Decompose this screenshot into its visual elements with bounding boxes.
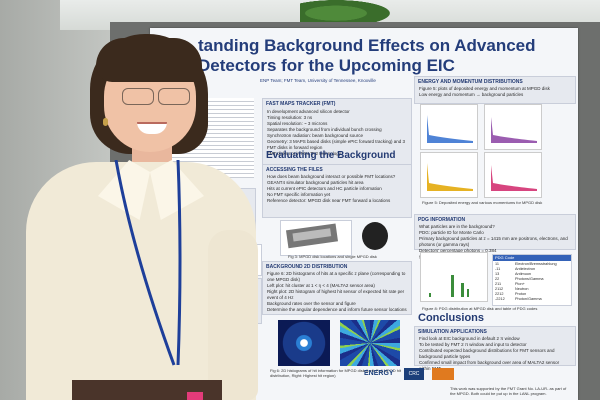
glasses <box>116 88 196 105</box>
pdg-heading: PDG INFORMATION <box>418 217 466 223</box>
pdg-table: PDG Code 11 -11 13 22 211 2112 2212 -2212 Elec… <box>492 254 572 306</box>
accessing-heading: ACCESSING THE FILES <box>266 167 323 173</box>
name-badge <box>187 392 203 400</box>
pdg-table-header: PDG Code <box>493 255 571 261</box>
title-line-1: tanding Background Effects on Advanced <box>198 36 536 55</box>
pdg-box: PDG INFORMATION What particles are in th… <box>414 214 576 259</box>
glasses-right-lens <box>158 88 190 105</box>
glasses-left-lens <box>122 88 154 105</box>
bg2d-heading: BACKGROUND 2D DISTRIBUTION <box>266 264 348 270</box>
mpgd-disk-photo <box>362 222 388 250</box>
ut-logo <box>432 368 454 380</box>
energy-histogram-blue <box>420 104 478 150</box>
momentum-histogram-purple <box>484 104 542 150</box>
title-line-2: Detectors for the Upcoming EIC <box>198 56 455 75</box>
hair-bangs <box>96 38 202 82</box>
energy-logo: ENERGY <box>364 370 394 377</box>
pdg-caption: Figure 8: PDG distribution at MPGD disk … <box>422 306 538 311</box>
hit-distribution-heatmap <box>278 320 330 366</box>
fig6-caption: Fig 6: 2D histograms of hit information … <box>270 368 401 378</box>
energy-box: ENERGY AND MOMENTUM DISTRIBUTIONS Figure… <box>414 76 576 104</box>
fig3-caption: Fig 3: MPGD disk locations and single MP… <box>288 254 377 259</box>
bg2d-box: BACKGROUND 2D DISTRIBUTION Figure 6: 2D … <box>262 261 412 315</box>
conclusions-box: SIMULATION APPLICATIONS Find look at EIC… <box>414 326 576 371</box>
bg2d-list: Figure 6: 2D histograms of hits at a spe… <box>267 271 407 312</box>
pdg-names: Electron/Bremsstrahlung Antielectron Antim… <box>515 262 557 301</box>
energy-heading: ENERGY AND MOMENTUM DISTRIBUTIONS <box>418 79 523 85</box>
pdg-histogram <box>420 252 488 302</box>
accessing-box: ACCESSING THE FILES How does beam backgr… <box>262 164 412 218</box>
conclusions-heading: Conclusions <box>418 312 485 324</box>
mpgd-disk-diagram <box>280 220 352 256</box>
right-arm <box>208 230 258 400</box>
fast-maps-list: In development advanced silicon detector… <box>267 109 406 156</box>
belt <box>72 380 222 400</box>
energy-histogram-yellow <box>420 152 478 198</box>
energy-list: Figure 5: plots of deposited energy and … <box>419 86 550 97</box>
smile <box>137 122 167 134</box>
authors: ENP Team; FMT Team, University of Tennes… <box>260 78 376 83</box>
sponsor-logos: ENERGY CRC <box>364 366 574 384</box>
hotspot-heatmap <box>340 320 400 366</box>
acknowledgement: This work was supported by the FMT Grant… <box>450 386 567 396</box>
crc-logo: CRC <box>404 368 424 380</box>
fast-maps-box: FAST MAPS TRACKER (FMT) In development a… <box>262 98 412 176</box>
accessing-list: How does beam background interact or pos… <box>267 174 396 203</box>
earring <box>103 118 108 126</box>
conclusions-list: Find look at EIC background in default 2… <box>419 336 560 371</box>
poster-title: tanding Background Effects on Advanced D… <box>198 36 568 76</box>
blue-lanyard <box>114 160 182 366</box>
momentum-histogram-pink <box>484 152 542 198</box>
evaluating-heading: Evaluating the Background <box>266 150 396 161</box>
simulation-heading: SIMULATION APPLICATIONS <box>418 329 487 335</box>
plant <box>300 0 390 22</box>
fast-maps-heading: FAST MAPS TRACKER (FMT) <box>266 101 336 107</box>
pdg-codes: 11 -11 13 22 211 2112 2212 -2212 <box>495 262 505 301</box>
fig5-caption: Figure 5: Deposited energy and various m… <box>422 200 543 205</box>
